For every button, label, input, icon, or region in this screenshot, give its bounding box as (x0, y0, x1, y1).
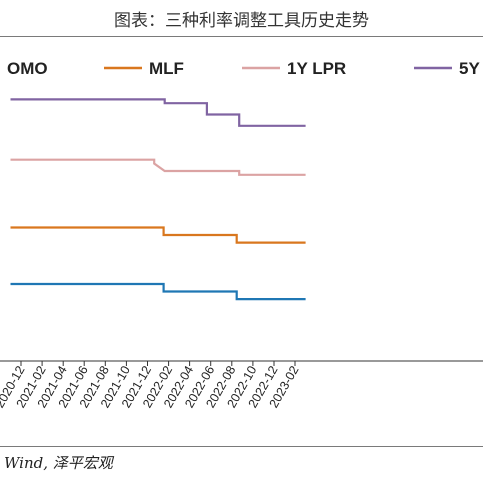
rate-line-chart: OMO MLF 1Y LPR 5Y 2020-122021-022021-042021… (0, 59, 483, 410)
title-divider (0, 36, 483, 37)
chart-title: 图表：三种利率调整工具历史走势 (114, 11, 369, 31)
x-axis-ticks: 2020-122021-022021-042021-062021-082021-… (0, 361, 302, 410)
legend-label-omo: OMO (7, 59, 48, 78)
source-divider (0, 446, 483, 447)
series-line-1y-lpr (10, 158, 306, 176)
legend-label-5y: 5Y (459, 59, 480, 78)
chart-legend: OMO MLF 1Y LPR 5Y (7, 59, 480, 78)
source-note: Wind, 泽平宏观 (4, 454, 113, 472)
legend-label-1y-lpr: 1Y LPR (287, 59, 346, 78)
legend-label-mlf: MLF (149, 59, 184, 78)
series-line-mlf (10, 226, 306, 244)
series-line-omo (10, 282, 306, 301)
chart-series-lines (10, 98, 306, 301)
series-line-5y (10, 98, 306, 127)
